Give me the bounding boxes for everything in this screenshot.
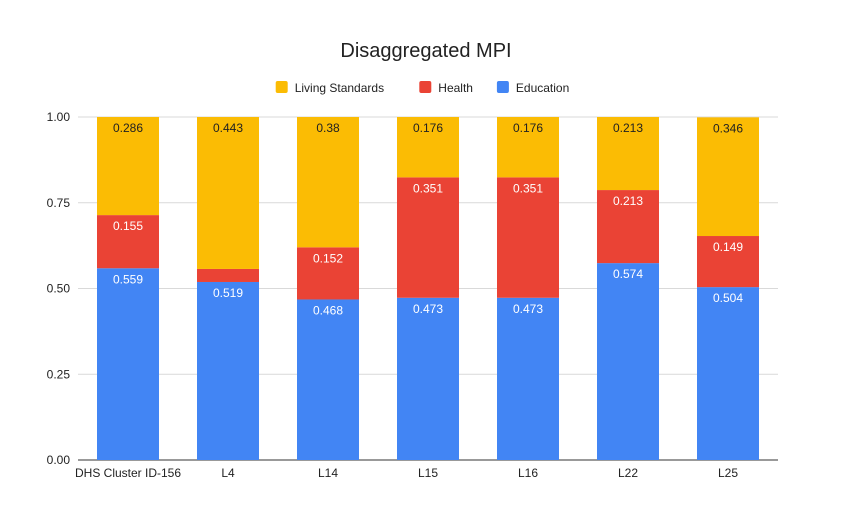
- x-tick-label: DHS Cluster ID-156: [75, 466, 181, 480]
- x-tick-label: L14: [318, 466, 338, 480]
- bar-segment: [297, 117, 359, 248]
- bar-segment: [497, 117, 559, 178]
- y-tick-label: 0.50: [47, 282, 71, 296]
- bar-segment: [597, 190, 659, 264]
- bar-segment: [597, 117, 659, 191]
- x-tick-label: L16: [518, 466, 538, 480]
- data-label: 0.473: [513, 302, 543, 316]
- data-label: 0.351: [513, 181, 543, 195]
- chart-title: Disaggregated MPI: [340, 40, 512, 62]
- data-label: 0.155: [113, 219, 143, 233]
- legend-label: Education: [516, 81, 569, 95]
- x-tick-label: L15: [418, 466, 438, 480]
- legend-label: Living Standards: [295, 81, 384, 95]
- data-label: 0.519: [213, 286, 243, 300]
- bar-segment: [697, 287, 759, 460]
- y-tick-label: 1.00: [47, 110, 71, 124]
- bar-segment: [497, 177, 559, 298]
- legend-swatch: [419, 81, 432, 93]
- bar-segment: [97, 268, 159, 460]
- bar-segment: [397, 177, 459, 298]
- bar-segment: [397, 117, 459, 178]
- bar-segment: [197, 281, 259, 460]
- data-label: 0.152: [313, 251, 343, 265]
- bar-segment: [597, 263, 659, 460]
- data-label: 0.468: [313, 303, 343, 317]
- bar-segment: [97, 117, 159, 216]
- bar-segment: [697, 117, 759, 237]
- data-label: 0.559: [113, 272, 143, 286]
- data-label: 0.443: [213, 121, 243, 135]
- x-tick-label: L4: [221, 466, 235, 480]
- data-label: 0.213: [613, 121, 643, 135]
- y-tick-label: 0.00: [47, 453, 71, 467]
- data-label: 0.346: [713, 121, 743, 135]
- x-tick-label: L22: [618, 466, 638, 480]
- bar-segment: [397, 297, 459, 460]
- bar-segment: [197, 117, 259, 269]
- bar-segment: [697, 236, 759, 288]
- bar-segment: [297, 299, 359, 460]
- data-label: 0.176: [413, 121, 443, 135]
- legend-label: Health: [438, 81, 473, 95]
- bar-segment: [97, 215, 159, 269]
- data-label: 0.504: [713, 291, 743, 305]
- data-label: 0.351: [413, 181, 443, 195]
- bar-segment: [497, 297, 559, 460]
- legend-swatch: [496, 81, 509, 93]
- data-label: 0.473: [413, 302, 443, 316]
- y-tick-label: 0.25: [47, 367, 71, 381]
- bar-segment: [297, 247, 359, 300]
- data-label: 0.574: [613, 267, 643, 281]
- data-label: 0.149: [713, 240, 743, 254]
- data-label: 0.286: [113, 121, 143, 135]
- legend-swatch: [275, 81, 288, 93]
- bar-segment: [197, 268, 259, 282]
- data-label: 0.213: [613, 194, 643, 208]
- data-label: 0.176: [513, 121, 543, 135]
- y-tick-label: 0.75: [47, 196, 71, 210]
- x-tick-label: L25: [718, 466, 738, 480]
- data-label: 0.38: [316, 121, 340, 135]
